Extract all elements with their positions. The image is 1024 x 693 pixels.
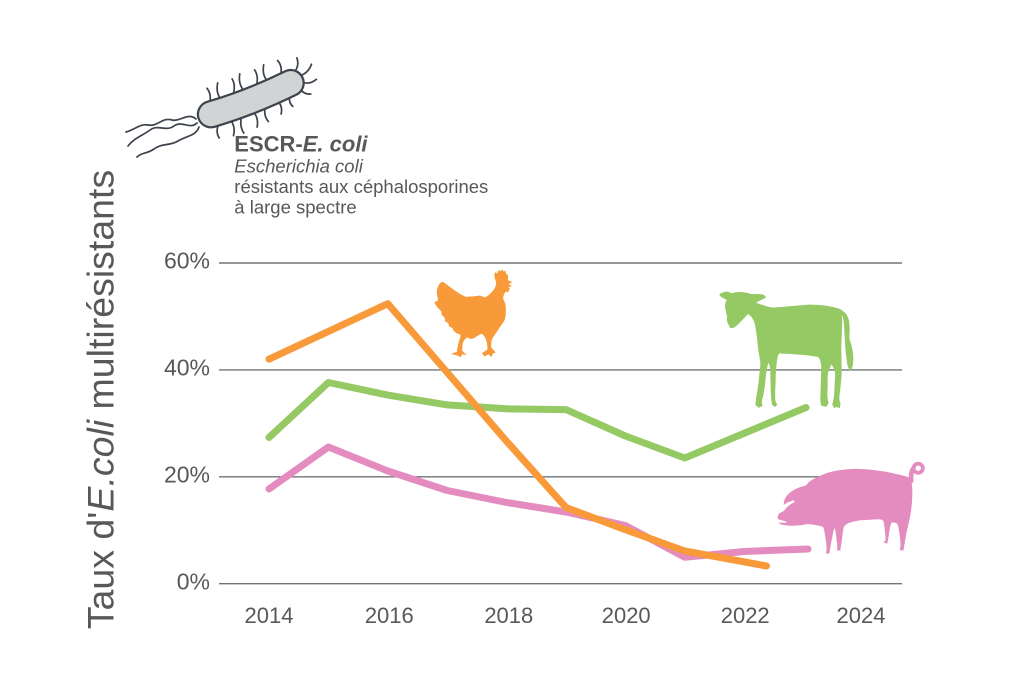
svg-text:0%: 0% [177, 568, 210, 594]
svg-text:40%: 40% [164, 355, 210, 381]
svg-text:ESCR-E. coli: ESCR-E. coli [234, 131, 368, 156]
svg-text:Escherichia coli: Escherichia coli [234, 156, 363, 177]
svg-text:à large spectre: à large spectre [234, 196, 356, 217]
svg-text:2020: 2020 [602, 603, 651, 628]
svg-text:2024: 2024 [837, 603, 886, 628]
svg-text:2018: 2018 [484, 603, 533, 628]
svg-text:Taux d'E.coli multirésistants: Taux d'E.coli multirésistants [80, 170, 122, 629]
svg-text:2014: 2014 [245, 603, 294, 628]
svg-text:2022: 2022 [721, 603, 770, 628]
svg-text:60%: 60% [164, 248, 210, 274]
svg-text:résistants aux céphalosporines: résistants aux céphalosporines [234, 176, 488, 197]
svg-text:20%: 20% [164, 461, 210, 487]
svg-text:2016: 2016 [365, 603, 414, 628]
